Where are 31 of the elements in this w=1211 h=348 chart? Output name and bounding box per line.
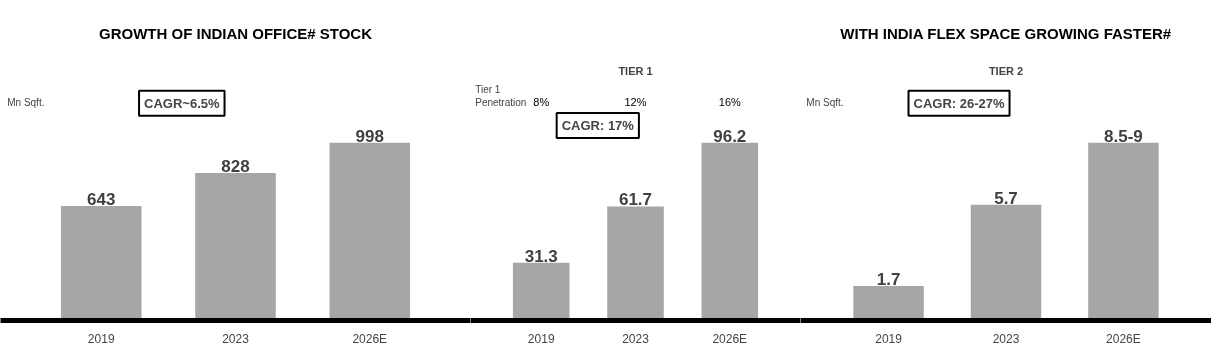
data-label: 828	[221, 157, 250, 177]
data-label: 5.7	[994, 188, 1018, 208]
data-label: 96.2	[713, 126, 747, 146]
text: CAGR: 17%	[561, 118, 635, 134]
chart-subtitle: TIER 1	[618, 65, 653, 78]
chart-subtitle: TIER 2	[988, 65, 1024, 78]
data-label: 8.5-9	[1104, 126, 1143, 146]
x-tick-label: 2023	[622, 331, 650, 346]
x-tick-label: 2019	[527, 331, 555, 346]
data-label: 61.7	[618, 190, 653, 210]
text: CAGR: 26-27%	[913, 95, 1005, 111]
text: 16%	[718, 95, 742, 108]
text: Mn Sqft.	[7, 96, 45, 108]
x-tick-label: 2023	[222, 331, 250, 346]
text: 12%	[624, 95, 647, 108]
x-tick-label: 2026E	[352, 331, 388, 346]
chart-title: WITH INDIA FLEX SPACE GROWING FASTER#	[840, 25, 1172, 43]
text: Tier 1 Penetration	[475, 83, 527, 108]
data-label: 31.3	[524, 246, 558, 266]
data-label: 643	[87, 189, 116, 209]
x-tick-label: 2023	[992, 331, 1020, 346]
x-tick-label: 2019	[875, 331, 903, 346]
x-tick-label: 2019	[87, 331, 115, 346]
x-tick-label: 2026E	[712, 331, 748, 346]
text: Mn Sqft.	[806, 96, 844, 108]
chart-title: GROWTH OF INDIAN OFFICE# STOCK	[98, 25, 373, 43]
data-label: 1.7	[876, 269, 901, 289]
data-label: 998	[355, 126, 384, 146]
text: CAGR~6.5%	[144, 95, 220, 111]
text: 8%	[533, 95, 550, 108]
x-tick-label: 2026E	[1106, 331, 1141, 346]
